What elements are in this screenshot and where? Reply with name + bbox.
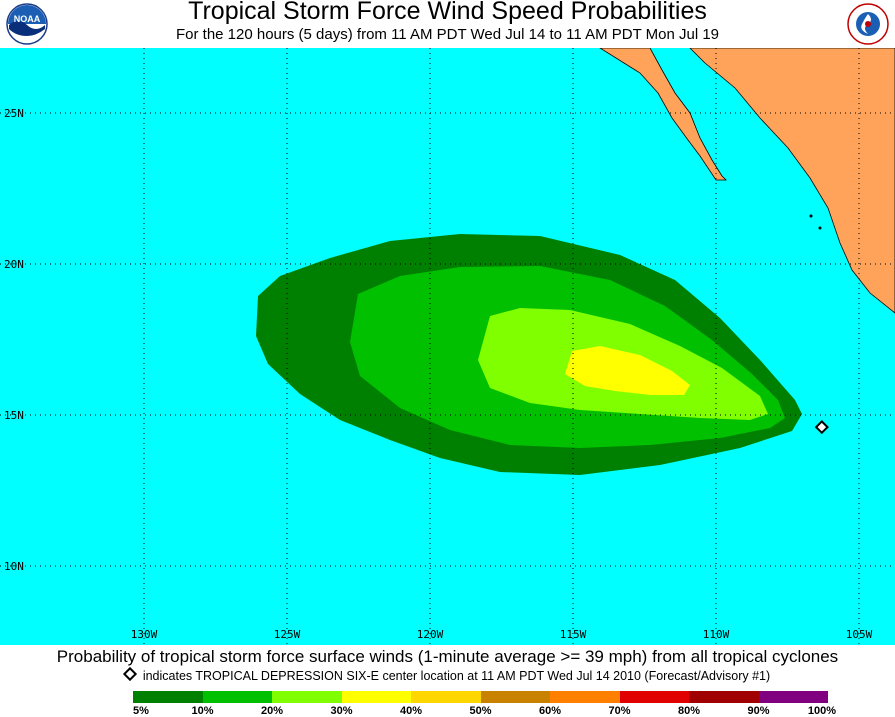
legend-label: 20% (260, 705, 284, 717)
color-legend: 5% 10% 20% 30% 40% 50% 60% 70% 80% 90% 100% (0, 690, 895, 717)
nws-logo (847, 3, 889, 45)
legend-label: 80% (677, 705, 701, 717)
legend-label: 40% (399, 705, 423, 717)
legend-swatch (480, 691, 550, 703)
center-note-text: indicates TROPICAL DEPRESSION SIX-E cent… (142, 669, 771, 683)
latitude-label: 15N (4, 409, 24, 422)
noaa-logo-text: NOAA (14, 14, 41, 24)
legend-swatch (619, 691, 689, 703)
map-caption: Probability of tropical storm force surf… (56, 647, 839, 666)
legend-swatch (202, 691, 272, 703)
storm-center-marker (814, 420, 829, 435)
longitude-label: 115W (560, 628, 587, 641)
legend-label: 60% (538, 705, 562, 717)
legend-swatch (272, 691, 342, 703)
header: NOAA Tropical Storm Force Wind Speed Pro… (0, 0, 895, 48)
longitude-label: 105W (846, 628, 873, 641)
legend-label: 5% (133, 705, 149, 717)
longitude-label: 120W (417, 628, 444, 641)
legend-swatch (550, 691, 620, 703)
island (809, 214, 813, 218)
legend-swatch (341, 691, 411, 703)
longitude-label: 130W (131, 628, 158, 641)
diamond-icon (122, 666, 137, 682)
legend-label: 100% (807, 705, 837, 717)
legend-label: 90% (747, 705, 770, 717)
page-title: Tropical Storm Force Wind Speed Probabil… (188, 0, 707, 25)
legend-swatch (133, 691, 203, 703)
gridlines (0, 48, 895, 645)
legend-swatch (689, 691, 759, 703)
island (818, 226, 822, 230)
legend-label: 70% (608, 705, 631, 717)
baja-california (599, 48, 727, 181)
contour-30pct (565, 346, 690, 395)
legend-label: 10% (191, 705, 214, 717)
latitude-labels: 25N 20N 15N 10N (4, 107, 24, 573)
latitude-label: 25N (4, 107, 24, 120)
latitude-label: 10N (4, 560, 24, 573)
center-note: indicates TROPICAL DEPRESSION SIX-E cent… (0, 666, 895, 683)
longitude-label: 125W (274, 628, 301, 641)
probability-map: 130W 125W 120W 115W 110W 105W 25N 20N 15N 10N (0, 48, 895, 645)
legend-label: 50% (469, 705, 492, 717)
page-subtitle: For the 120 hours (5 days) from 11 AM PD… (175, 26, 720, 43)
longitude-labels: 130W 125W 120W 115W 110W 105W (131, 628, 873, 641)
longitude-label: 110W (703, 628, 730, 641)
legend-label: 30% (330, 705, 353, 717)
latitude-label: 20N (4, 258, 24, 271)
mainland-mexico (689, 48, 895, 314)
land-areas (599, 48, 895, 314)
legend-bar (133, 691, 828, 703)
legend-swatch (411, 691, 481, 703)
legend-swatch (758, 691, 828, 703)
noaa-logo: NOAA (6, 3, 48, 45)
